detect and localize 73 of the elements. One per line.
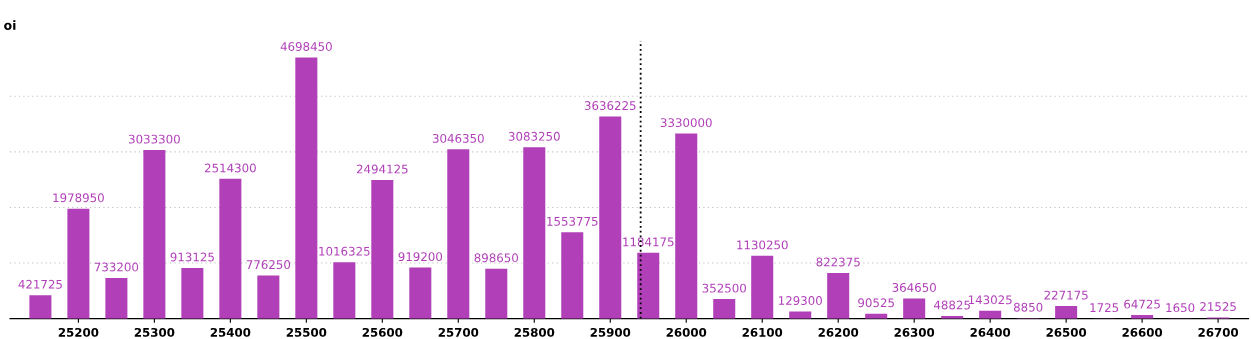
bar	[789, 311, 812, 319]
data-label: 776250	[246, 260, 291, 270]
data-label: 733200	[94, 262, 139, 272]
data-label: 1184175	[623, 237, 674, 247]
data-label: 898650	[474, 253, 519, 263]
bar	[181, 267, 204, 319]
x-tick-label: 26400	[970, 327, 1011, 337]
x-tick-label: 25700	[438, 327, 479, 337]
data-label: 1016325	[319, 246, 370, 256]
data-label: 48825	[933, 300, 970, 310]
x-tick-label: 25500	[286, 327, 327, 337]
data-label: 1650	[1166, 303, 1195, 313]
data-label: 3033300	[128, 134, 180, 144]
data-label: 421725	[18, 279, 62, 289]
x-tick-label: 26100	[742, 327, 783, 337]
data-label: 1553775	[547, 216, 598, 226]
bar	[29, 295, 52, 319]
bar	[67, 208, 90, 319]
bar	[105, 277, 128, 319]
data-label: 129300	[778, 296, 822, 306]
x-tick-label: 26000	[666, 327, 707, 337]
bar	[751, 255, 774, 319]
data-label: 822375	[816, 257, 860, 267]
bar	[637, 252, 660, 319]
x-tick-label: 25900	[590, 327, 631, 337]
data-label: 364650	[892, 283, 936, 292]
bar	[371, 180, 394, 319]
bar	[561, 232, 584, 319]
data-label: 3330000	[660, 118, 712, 128]
data-label: 2494125	[356, 164, 408, 174]
x-tick-label: 25600	[362, 327, 403, 337]
x-tick-label: 25300	[134, 327, 175, 337]
y-axis-title: oi	[4, 20, 16, 30]
data-label: 3636225	[584, 101, 636, 111]
data-label: 227175	[1044, 290, 1088, 300]
bar	[219, 178, 242, 319]
x-tick-label: 26700	[1198, 327, 1239, 337]
bar	[903, 298, 926, 319]
x-tick-label: 25200	[58, 327, 99, 337]
x-tick-label: 26300	[894, 327, 935, 337]
x-tick-label: 25400	[210, 327, 251, 337]
bar	[675, 133, 698, 319]
bar	[827, 272, 850, 319]
x-tick-label: 26500	[1046, 327, 1087, 337]
bar	[143, 150, 166, 319]
bar	[523, 147, 546, 319]
bar	[295, 57, 318, 319]
bar	[713, 299, 736, 319]
bar	[599, 116, 622, 319]
data-label: 3083250	[508, 131, 560, 141]
bar	[447, 149, 470, 319]
bar	[485, 268, 508, 319]
data-label: 913125	[170, 252, 214, 262]
data-label: 3046350	[432, 133, 484, 143]
data-label: 21525	[1200, 302, 1236, 312]
bar	[409, 267, 432, 319]
data-label: 64725	[1124, 299, 1160, 309]
data-label: 1725	[1090, 303, 1119, 313]
data-label: 919200	[398, 252, 443, 262]
data-label: 4698450	[280, 42, 332, 51]
data-label: 1978950	[53, 193, 104, 203]
bar	[333, 262, 356, 319]
data-label: 143025	[968, 295, 1012, 305]
data-label: 8850	[1013, 302, 1043, 312]
data-label: 1130250	[737, 240, 788, 250]
data-label: 90525	[858, 298, 894, 308]
x-tick-label: 26200	[818, 327, 859, 337]
data-label: 2514300	[204, 163, 256, 173]
x-tick-label: 26600	[1122, 327, 1163, 337]
bar	[257, 275, 280, 319]
bar	[1055, 306, 1078, 319]
x-tick-label: 25800	[514, 327, 555, 337]
data-label: 352500	[702, 283, 746, 293]
